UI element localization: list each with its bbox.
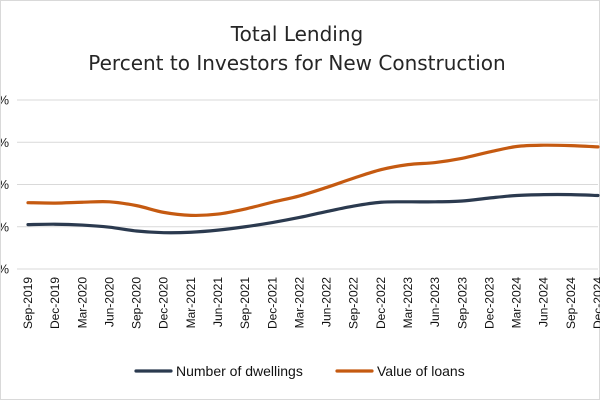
x-tick-label: Jun-2024 — [537, 277, 551, 327]
series-lines — [28, 145, 598, 233]
x-tick-label: Jun-2023 — [428, 277, 442, 327]
y-tick-label: % — [1, 135, 9, 150]
x-tick-label: Mar-2023 — [401, 277, 415, 329]
x-tick-label: Mar-2020 — [75, 277, 89, 329]
legend: Number of dwellings Value of loans — [136, 363, 465, 379]
chart-title-line-1: Total Lending — [230, 22, 363, 46]
x-tick-label: Mar-2022 — [292, 277, 306, 329]
x-tick-label: Sep-2024 — [564, 277, 578, 329]
y-tick-label: % — [1, 219, 9, 234]
chart-title-line-2: Percent to Investors for New Constructio… — [88, 51, 505, 75]
x-tick-label: Sep-2020 — [130, 277, 144, 329]
x-tick-label: Sep-2019 — [21, 277, 35, 329]
series-line-loans — [28, 145, 598, 215]
legend-label-dwellings: Number of dwellings — [176, 363, 303, 379]
x-tick-label: Jun-2022 — [320, 277, 334, 327]
x-tick-label: Dec-2024 — [591, 277, 600, 329]
x-tick-label: Sep-2022 — [347, 277, 361, 329]
x-tick-label: Dec-2019 — [48, 277, 62, 329]
y-tick-label: % — [1, 262, 9, 277]
x-tick-label: Mar-2021 — [184, 277, 198, 329]
x-tick-label: Dec-2021 — [265, 277, 279, 329]
x-tick-label: Dec-2023 — [482, 277, 496, 329]
gridlines — [17, 100, 598, 269]
y-tick-label: % — [1, 93, 9, 108]
x-tick-label: Sep-2021 — [238, 277, 252, 329]
x-tick-label: Jun-2021 — [211, 277, 225, 327]
x-tick-label: Mar-2024 — [510, 277, 524, 329]
x-tick-label: Sep-2023 — [455, 277, 469, 329]
legend-label-loans: Value of loans — [377, 363, 465, 379]
x-tick-label: Dec-2020 — [157, 277, 171, 329]
y-axis-ticks: %%%%% — [1, 93, 9, 277]
x-axis-ticks: Sep-2019 Dec-2019 Mar-2020 Jun-2020 Sep-2020… — [21, 277, 600, 329]
x-tick-label: Jun-2020 — [102, 277, 116, 327]
x-tick-label: Dec-2022 — [374, 277, 388, 329]
y-tick-label: % — [1, 177, 9, 192]
